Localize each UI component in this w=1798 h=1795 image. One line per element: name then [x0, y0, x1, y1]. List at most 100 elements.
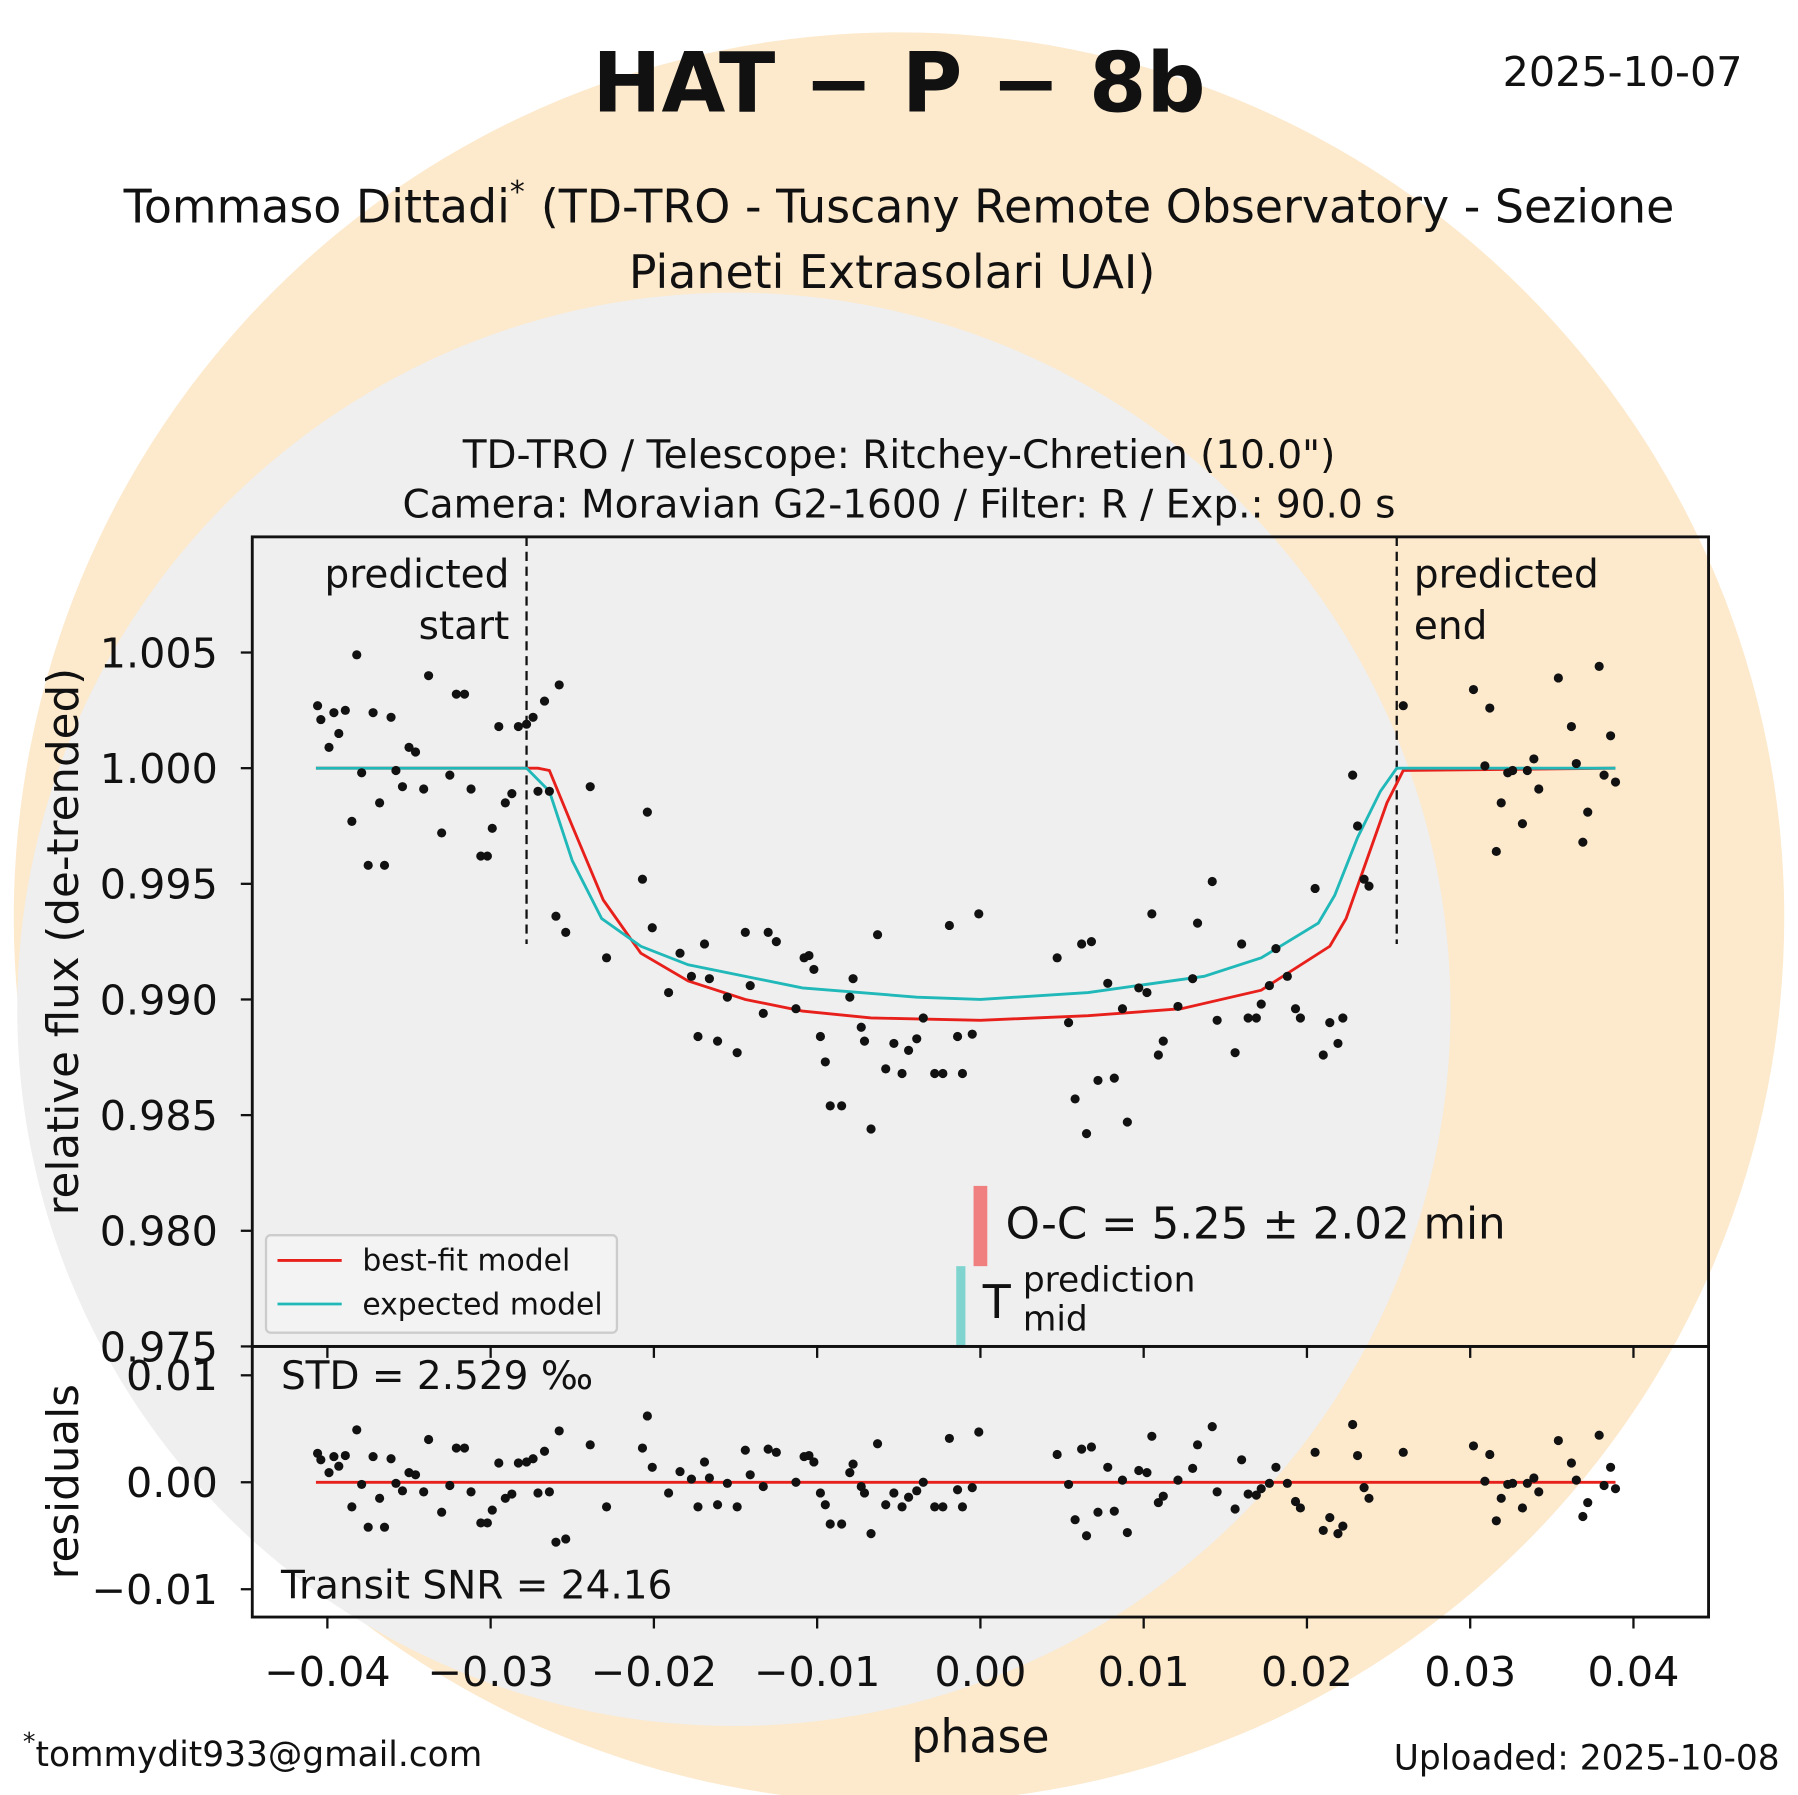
data-point: [1052, 953, 1062, 963]
residual-point: [544, 1487, 554, 1497]
residual-point: [1243, 1489, 1253, 1499]
data-point: [918, 1013, 928, 1023]
residual-point: [815, 1488, 826, 1498]
residual-point: [1212, 1487, 1222, 1497]
data-point: [1310, 883, 1320, 894]
event-label: start: [419, 604, 510, 649]
x-tick-label: 0.01: [1098, 1648, 1190, 1696]
residual-point: [1606, 1462, 1616, 1472]
y-axis-label: relative flux (de-trended): [39, 668, 89, 1216]
email: tommydit933@gmail.com: [36, 1735, 483, 1775]
residual-point: [1052, 1449, 1062, 1460]
residual-point: [974, 1427, 984, 1437]
y-tick-label: 0.975: [100, 1323, 218, 1371]
axes-title: TD-TRO / Telescope: Ritchey-Chretien (10…: [462, 433, 1336, 478]
data-point: [1173, 1001, 1183, 1011]
residual-point: [1566, 1458, 1577, 1468]
data-point: [1158, 1036, 1168, 1046]
data-point: [1553, 673, 1563, 683]
data-point: [1081, 1129, 1092, 1139]
residual-point: [1359, 1483, 1369, 1493]
residual-point: [642, 1411, 652, 1421]
data-point: [1508, 765, 1518, 776]
residual-point: [334, 1461, 344, 1471]
data-point: [561, 927, 571, 937]
residual-point: [1352, 1450, 1363, 1461]
x-tick-label: −0.03: [427, 1648, 553, 1696]
affiliation: (TD-TRO - Tuscany Remote Observatory - S…: [541, 180, 1674, 234]
data-point: [1207, 876, 1217, 887]
data-point: [1359, 874, 1369, 884]
residual-point: [791, 1477, 801, 1487]
residual-point: [1468, 1441, 1479, 1451]
x-tick-label: 0.03: [1424, 1648, 1516, 1696]
upload-date: Uploaded: 2025-10-08: [1394, 1739, 1780, 1779]
data-point: [704, 974, 714, 984]
predicted-symbol: T: [982, 1275, 1012, 1329]
data-point: [368, 708, 378, 718]
data-point: [397, 782, 408, 792]
data-point: [1117, 1004, 1128, 1014]
residual-point: [324, 1468, 334, 1478]
data-point: [1243, 1013, 1253, 1023]
residual-point: [347, 1502, 357, 1512]
data-point: [866, 1124, 876, 1134]
data-point: [1188, 974, 1198, 984]
residual-point: [500, 1493, 510, 1503]
data-point: [1599, 770, 1609, 780]
residual-point: [1310, 1447, 1320, 1457]
residual-point: [466, 1487, 476, 1497]
residual-point: [487, 1505, 497, 1515]
residual-point: [1571, 1475, 1581, 1485]
residual-point: [1522, 1478, 1532, 1488]
data-point: [528, 712, 538, 722]
residual-point: [507, 1489, 517, 1499]
data-point: [1485, 703, 1495, 713]
data-point: [1348, 770, 1358, 780]
residual-point: [699, 1457, 710, 1467]
residual-point: [912, 1486, 922, 1496]
data-point: [1122, 1117, 1132, 1127]
residual-point: [872, 1439, 883, 1449]
residual-point: [1230, 1504, 1240, 1514]
data-point: [1134, 983, 1144, 993]
x-axis-label: phase: [911, 1709, 1049, 1763]
data-point: [329, 708, 339, 718]
residual-point: [740, 1445, 750, 1455]
data-point: [324, 742, 334, 752]
residual-point: [1063, 1479, 1074, 1489]
residual-point: [379, 1522, 390, 1532]
data-point: [758, 1008, 768, 1018]
residual-point: [1142, 1468, 1152, 1478]
y-tick-label: 0.01: [126, 1352, 218, 1400]
data-point: [1290, 1004, 1301, 1014]
residual-point: [1578, 1511, 1588, 1522]
data-point: [1192, 918, 1203, 928]
residual-point: [1237, 1455, 1247, 1465]
residual-point: [1485, 1449, 1495, 1460]
data-point: [1468, 684, 1479, 695]
data-point: [466, 784, 476, 794]
data-point: [881, 1064, 891, 1074]
residual-point: [1147, 1431, 1157, 1441]
residual-point: [712, 1500, 723, 1510]
residual-point: [539, 1446, 550, 1456]
residual-point: [368, 1452, 378, 1462]
residual-point: [1122, 1527, 1132, 1538]
residual-point: [1256, 1484, 1266, 1494]
data-point: [539, 696, 550, 706]
residual-point: [585, 1440, 595, 1450]
x-tick-label: 0.02: [1261, 1648, 1353, 1696]
data-point: [944, 920, 954, 931]
residual-point: [957, 1502, 968, 1512]
predicted-label: prediction: [1023, 1260, 1196, 1300]
residual-point: [1295, 1503, 1305, 1513]
data-point: [357, 768, 367, 778]
oc-label: O-C = 5.25 ± 2.02 min: [1006, 1200, 1506, 1250]
y-tick-label: 0.985: [100, 1092, 218, 1140]
residual-point: [561, 1534, 571, 1544]
data-point: [424, 671, 434, 681]
data-point: [1153, 1050, 1163, 1060]
data-point: [419, 784, 429, 794]
